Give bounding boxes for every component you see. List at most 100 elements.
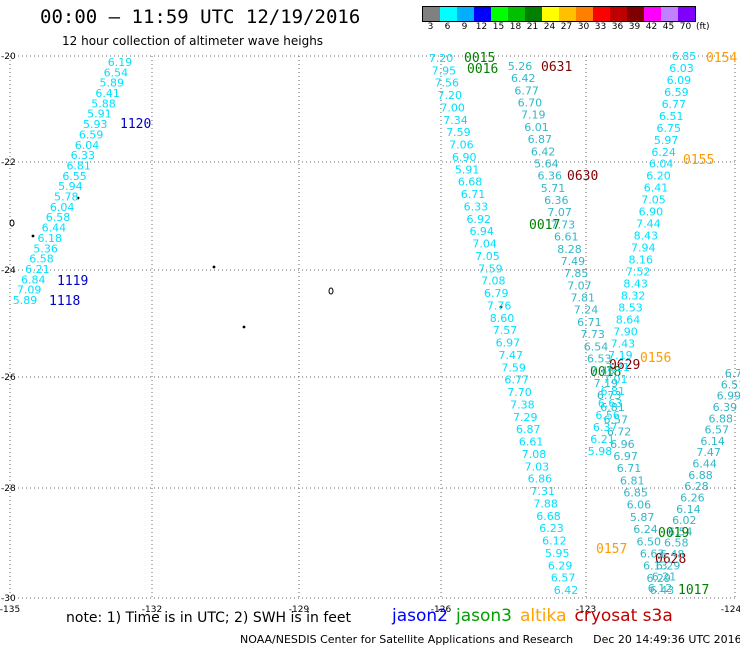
swh-value: 7.08 xyxy=(481,275,506,288)
swh-value: 6.41 xyxy=(644,182,669,195)
swh-value: 7.70 xyxy=(507,386,532,399)
swh-value: 6.77 xyxy=(662,98,687,111)
swh-value: 6.81 xyxy=(600,385,625,398)
swh-value: 7.31 xyxy=(530,485,555,498)
swh-value: 6.04 xyxy=(649,158,674,171)
swh-value: 7.88 xyxy=(533,497,558,510)
axis-ticks: -135 -132 -129 -126 -123 -124 -20 -22 -24 -26 -28 -… xyxy=(0,52,740,615)
swh-value: 6.42 xyxy=(531,145,556,158)
swh-value: 8.60 xyxy=(490,312,515,325)
color-scale-label: 70 xyxy=(679,22,692,32)
swh-value: 6.57 xyxy=(704,424,729,437)
swh-value: 5.88 xyxy=(91,97,116,110)
swh-value: 6.92 xyxy=(467,213,492,226)
swh-value: 6.81 xyxy=(600,401,625,414)
swh-value: 6.20 xyxy=(646,170,671,183)
swh-value: 5.97 xyxy=(654,134,679,147)
swh-value: 7.59 xyxy=(446,126,471,139)
color-scale-label: 45 xyxy=(662,22,675,32)
swh-value: 7.04 xyxy=(472,238,497,251)
swh-value: 6.58 xyxy=(664,537,689,550)
swh-value: 6.94 xyxy=(469,225,494,238)
pass-time-label: 0631 xyxy=(541,60,572,75)
island-dot xyxy=(76,196,80,200)
pass-time-label: 0015 xyxy=(464,51,495,66)
swh-value: 6.79 xyxy=(484,287,509,300)
swh-value: 6.56 xyxy=(595,409,620,422)
color-swatch xyxy=(491,7,508,21)
swh-value: 7.47 xyxy=(499,349,524,362)
swh-value: 6.97 xyxy=(496,337,521,350)
swh-value: 7.38 xyxy=(510,398,535,411)
track-1120: 6.196.545.896.415.885.915.936.596.046.33… xyxy=(13,56,133,307)
swh-value: 5.71 xyxy=(541,182,566,195)
track-altika: 6.856.036.096.596.776.516.755.976.246.04… xyxy=(588,50,697,458)
swh-value: 7.20 xyxy=(437,89,462,102)
swh-value: 7.59 xyxy=(478,262,503,275)
swh-value: 5.89 xyxy=(99,77,124,90)
swh-value: 7.00 xyxy=(440,101,465,114)
swh-value: 6.24 xyxy=(651,146,676,159)
swh-value: 7.19 xyxy=(608,349,633,362)
swh-value: 6.03 xyxy=(669,62,694,75)
swh-value: 7.20 xyxy=(429,52,454,65)
pass-time-label: 0629 xyxy=(609,358,640,373)
island-dots xyxy=(9,196,503,329)
island-dot xyxy=(499,305,503,309)
swh-value: 6.54 xyxy=(104,66,129,79)
swh-value: 5.64 xyxy=(534,157,559,170)
swh-value: 7.85 xyxy=(564,267,589,280)
color-scale-bar xyxy=(422,6,696,22)
swh-value: 6.59 xyxy=(79,128,104,141)
swh-value: 6.81 xyxy=(66,159,91,172)
swh-value: 6.77 xyxy=(504,374,529,387)
y-tick-label: -26 xyxy=(1,373,16,383)
y-tick-label: -28 xyxy=(1,484,16,494)
swh-value: 6.29 xyxy=(548,559,573,572)
swh-value: 6.58 xyxy=(29,253,54,266)
map-title: 00:00 – 11:59 UTC 12/19/2016 xyxy=(40,6,361,28)
swh-value: 6.61 xyxy=(519,436,544,449)
swh-value: 6.39 xyxy=(713,401,738,414)
color-scale-label: 12 xyxy=(475,22,488,32)
swh-value: 6.43 xyxy=(650,584,675,597)
swh-value: 5.93 xyxy=(83,118,108,131)
swh-value: 6.51 xyxy=(659,110,684,123)
swh-value: 6.12 xyxy=(542,535,567,548)
swh-value: 6.01 xyxy=(524,121,549,134)
pass-time-label: 1120 xyxy=(120,117,151,132)
color-swatch xyxy=(576,7,593,21)
swh-value: 6.44 xyxy=(42,222,67,235)
pass-time-label: 0019 xyxy=(658,526,689,541)
swh-value: 5.98 xyxy=(588,445,613,458)
color-scale-unit: (ft) xyxy=(696,22,710,32)
swh-value: 6.37 xyxy=(593,421,618,434)
color-scale-label: 21 xyxy=(526,22,539,32)
swh-value: 7.24 xyxy=(574,304,599,317)
pass-time-label: 0154 xyxy=(706,51,737,66)
swh-value: 6.70 xyxy=(518,97,543,110)
swh-value: 6.29 xyxy=(656,559,681,572)
swh-value: 6.68 xyxy=(458,176,483,189)
color-swatch xyxy=(559,7,576,21)
swh-value: 6.55 xyxy=(62,170,87,183)
swh-value: 6.72 xyxy=(607,426,632,439)
island-dot xyxy=(212,265,216,269)
color-scale-label: 15 xyxy=(492,22,505,32)
x-tick-label: -135 xyxy=(0,605,20,615)
swh-value: 8.43 xyxy=(634,230,659,243)
swh-value: 6.96 xyxy=(610,438,635,451)
map-subtitle: 12 hour collection of altimeter wave hei… xyxy=(62,34,324,48)
swh-value: 6.26 xyxy=(680,491,705,504)
swh-value: 7.57 xyxy=(493,324,518,337)
swh-value: 8.64 xyxy=(616,313,641,326)
pass-time-label: 0157 xyxy=(596,542,627,557)
color-scale-label: 24 xyxy=(543,22,556,32)
color-scale-label: 9 xyxy=(461,22,468,32)
swh-value: 6.09 xyxy=(667,74,692,87)
swh-value: 7.56 xyxy=(435,77,460,90)
color-swatch xyxy=(593,7,610,21)
swh-value: 6.41 xyxy=(95,87,120,100)
color-swatch xyxy=(542,7,559,21)
